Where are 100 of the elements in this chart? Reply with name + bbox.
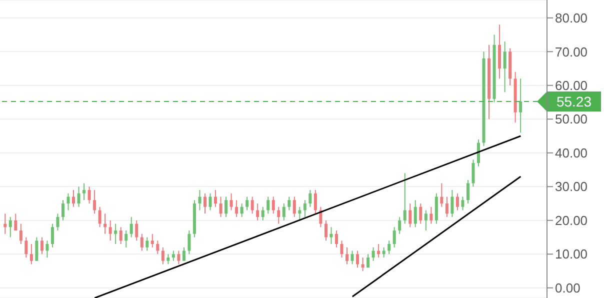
candlestick [377,244,380,258]
y-tick-label: 40.00 [555,145,588,160]
candlestick [14,213,18,232]
y-tick-label: 80.00 [555,10,588,26]
candlestick [419,203,422,224]
candlestick [408,203,412,228]
candlestick [350,250,354,265]
candlestick [77,186,80,208]
candlestick [182,246,186,262]
candlestick [88,186,91,204]
candlestick [50,223,54,248]
candlestick [124,230,128,248]
candlestick [256,203,260,221]
candlestick [266,196,270,214]
candlestick [19,223,22,244]
candlestick [330,226,333,244]
candlestick [40,236,44,255]
candlestick [456,192,459,211]
candlestick [503,41,506,93]
candlestick [150,233,154,248]
candlestick [72,190,76,208]
candlestick [146,236,149,252]
candlestick [82,182,86,201]
candlestick [172,250,175,262]
candlestick [261,206,264,221]
candlestick [498,24,502,80]
candlestick [66,192,70,211]
candlestick [314,190,317,214]
candlestick [240,203,244,218]
y-tick-label: 30.00 [555,179,588,194]
candlestick [235,200,238,218]
candlestick [8,216,12,238]
candlestick [130,216,133,238]
candlestick [472,159,475,188]
candlestick [98,206,102,228]
candlestick [366,254,370,268]
candlestick [156,240,160,255]
candlestick [288,196,291,211]
candlestick [308,190,312,208]
candlestick [140,233,144,252]
candlestick [292,196,296,218]
y-tick-label: 70.00 [555,44,588,60]
candlestick [114,223,118,244]
candlestick [414,200,417,228]
candlestick [398,216,402,234]
y-tick-label: 20.00 [555,212,588,228]
candlestick [188,230,191,255]
y-tick-label: 50.00 [555,112,588,127]
candlestick [198,190,202,211]
candlestick [30,244,33,265]
candlestick [219,196,222,218]
candlestick [346,246,349,265]
candlestick [403,172,406,224]
candlestick [135,220,138,242]
candlestick [334,230,338,248]
candlestick [272,196,275,214]
candlestick [519,78,522,134]
candlestick [445,196,448,218]
candlestick [161,246,164,265]
candlestick [430,206,433,224]
candlestick [246,196,249,211]
y-tick-label: 60.00 [555,78,588,93]
candlestick [382,246,386,258]
candlestick [324,220,328,242]
candlestick [461,196,464,211]
candlestick [392,226,396,248]
candlestick [282,203,286,221]
candlestick [298,206,302,221]
candlestick [476,138,480,167]
candlestick [224,196,228,218]
candlestick [177,250,180,265]
candlestick [214,190,218,208]
candlestick [108,220,112,242]
candlestick [61,200,64,221]
candlestick [466,179,470,204]
candlestick [424,210,428,232]
candlestick [440,182,444,208]
candlestick [434,192,438,224]
candlestick [24,236,28,258]
candlestick [361,257,364,272]
candlestick [4,213,7,234]
candlestick [56,213,60,232]
candlestick [277,206,280,224]
candlestick [93,190,96,214]
candlestick [203,192,206,214]
candlestick [303,200,306,218]
candlestick [372,246,375,262]
candlestick [250,196,254,214]
candlestick [166,254,170,265]
candlestick [35,236,38,262]
candlestick [356,250,360,268]
y-tick-label: 10.00 [555,246,588,262]
candlestick [104,213,107,234]
ref-line-label: 55.23 [556,93,592,110]
candlestick [340,240,344,258]
candlestick [450,190,454,218]
y-tick-label: 0.00 [555,280,580,296]
candlestick [208,192,212,211]
candlestick [46,240,49,258]
candlestick [230,192,233,211]
